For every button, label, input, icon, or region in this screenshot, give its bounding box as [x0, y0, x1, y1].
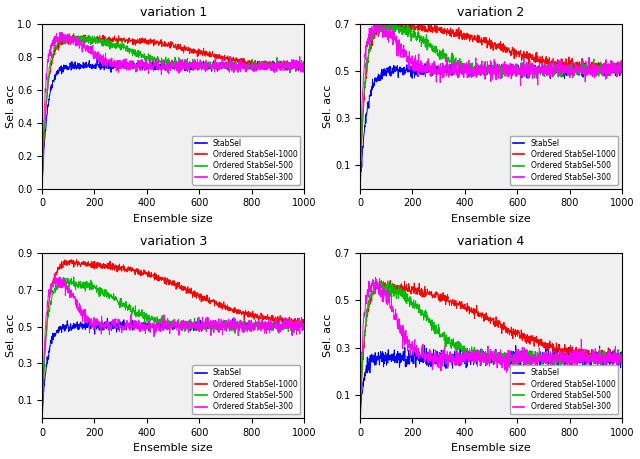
Y-axis label: Sel. acc: Sel. acc [323, 84, 333, 128]
X-axis label: Ensemble size: Ensemble size [451, 443, 531, 453]
X-axis label: Ensemble size: Ensemble size [451, 214, 531, 224]
Legend: StabSel, Ordered StabSel-1000, Ordered StabSel-500, Ordered StabSel-300: StabSel, Ordered StabSel-1000, Ordered S… [510, 136, 618, 185]
X-axis label: Ensemble size: Ensemble size [133, 214, 213, 224]
X-axis label: Ensemble size: Ensemble size [133, 443, 213, 453]
Y-axis label: Sel. acc: Sel. acc [6, 84, 15, 128]
Y-axis label: Sel. acc: Sel. acc [323, 314, 333, 358]
Legend: StabSel, Ordered StabSel-1000, Ordered StabSel-500, Ordered StabSel-300: StabSel, Ordered StabSel-1000, Ordered S… [510, 365, 618, 414]
Y-axis label: Sel. acc: Sel. acc [6, 314, 15, 358]
Legend: StabSel, Ordered StabSel-1000, Ordered StabSel-500, Ordered StabSel-300: StabSel, Ordered StabSel-1000, Ordered S… [192, 365, 300, 414]
Title: variation 4: variation 4 [458, 235, 525, 248]
Legend: StabSel, Ordered StabSel-1000, Ordered StabSel-500, Ordered StabSel-300: StabSel, Ordered StabSel-1000, Ordered S… [192, 136, 300, 185]
Title: variation 2: variation 2 [458, 6, 525, 18]
Title: variation 1: variation 1 [140, 6, 207, 18]
Title: variation 3: variation 3 [140, 235, 207, 248]
